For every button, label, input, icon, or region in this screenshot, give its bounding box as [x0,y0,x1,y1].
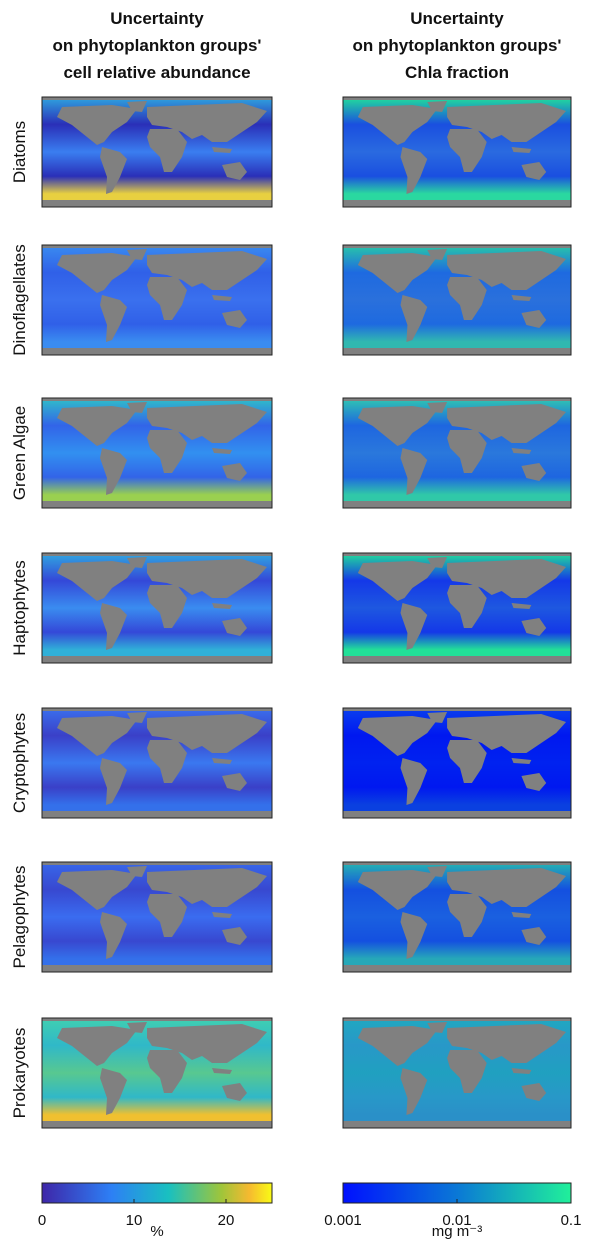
column-title: cell relative abundance [63,63,250,82]
map-panel [42,245,272,355]
map-panel [343,245,571,355]
colorbar-tick-label: 0 [38,1212,46,1229]
column-title: Uncertainty [410,9,504,28]
row-label: Cryptophytes [10,713,29,813]
row-label: Pelagophytes [10,865,29,968]
map-panel [343,1018,571,1128]
map-panel [42,553,272,663]
colorbar-unit: % [150,1223,163,1240]
colorbar-tick-label: 0.1 [561,1212,582,1229]
colorbar [42,1183,272,1203]
map-panel [343,708,571,818]
colorbar-tick-label: 10 [126,1212,143,1229]
column-title: on phytoplankton groups' [53,36,262,55]
map-panel [42,862,272,972]
colorbar-tick-label: 20 [218,1212,235,1229]
map-panel [343,553,571,663]
column-title: Chla fraction [405,63,509,82]
row-label: Haptophytes [10,560,29,655]
row-label: Dinoflagellates [10,244,29,356]
colorbar-tick-label: 0.001 [324,1212,362,1229]
map-panel [42,708,272,818]
row-label: Prokaryotes [10,1028,29,1119]
colorbar-unit: mg m⁻³ [432,1223,482,1240]
column-title: on phytoplankton groups' [353,36,562,55]
row-label: Green Algae [10,406,29,501]
figure: Uncertainty on phytoplankton groups' cell … [0,0,601,1243]
map-panel [42,97,272,207]
map-panel [42,1018,272,1128]
map-panel [343,398,571,508]
column-title: Uncertainty [110,9,204,28]
map-panel [343,862,571,972]
map-panel [343,97,571,207]
map-panel [42,398,272,508]
row-label: Diatoms [10,121,29,183]
